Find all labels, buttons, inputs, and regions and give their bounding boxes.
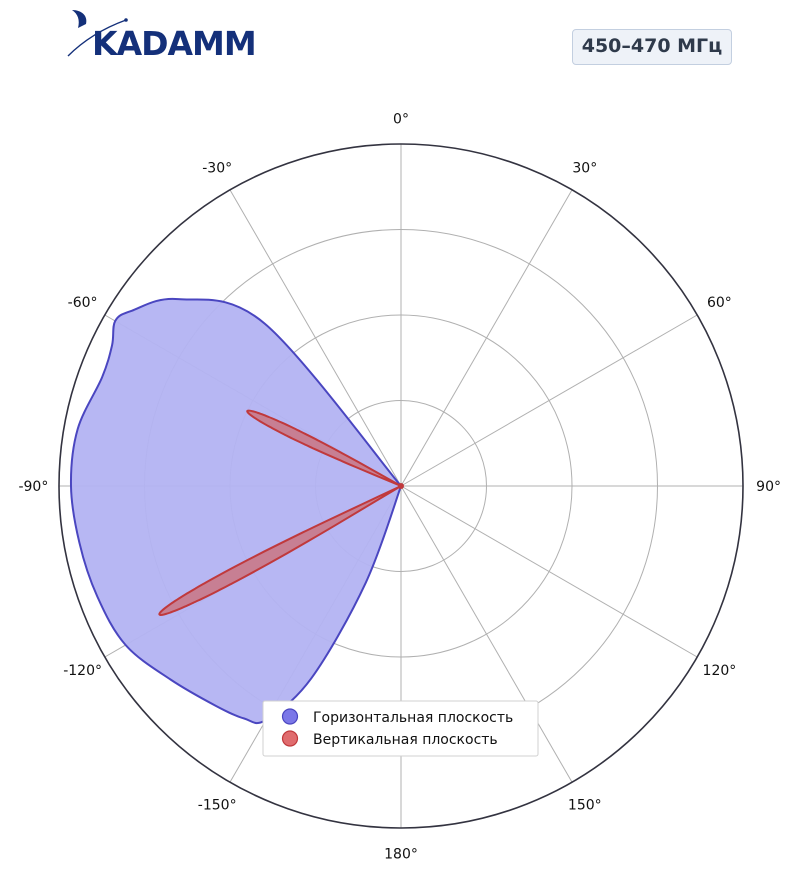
vertical-pattern-lobe-1 bbox=[158, 485, 402, 616]
theta-tick-label: -90° bbox=[18, 479, 48, 495]
grid-spoke-1 bbox=[400, 189, 573, 487]
logo-emblem-icon bbox=[67, 10, 128, 57]
theta-tick-label: 0° bbox=[393, 111, 409, 127]
theta-tick-label: 30° bbox=[572, 161, 597, 177]
theta-tick-label: -30° bbox=[202, 161, 232, 177]
theta-tick-label: 150° bbox=[568, 797, 602, 813]
theta-tick-label: 180° bbox=[384, 847, 418, 863]
grid-spoke-11 bbox=[229, 189, 402, 487]
vertical-pattern-lobe-0 bbox=[246, 409, 402, 487]
logo-wordmark: KADAMM bbox=[92, 24, 257, 63]
theta-tick-label: -150° bbox=[198, 797, 237, 813]
frequency-badge: 450–470 МГц bbox=[572, 29, 732, 65]
theta-tick-label: -60° bbox=[68, 295, 98, 311]
theta-tick-label: 90° bbox=[756, 479, 781, 495]
legend-box bbox=[262, 700, 539, 757]
chart-legend: Горизонтальная плоскость Вертикальная пл… bbox=[262, 700, 539, 757]
polar-frame bbox=[58, 143, 744, 829]
legend-marker-horizontal bbox=[281, 708, 299, 725]
grid-spoke-4 bbox=[400, 485, 698, 658]
vertical-pattern-origin bbox=[398, 483, 404, 489]
legend-label-horizontal: Горизонтальная плоскость bbox=[313, 710, 513, 726]
theta-tick-label: 60° bbox=[707, 295, 732, 311]
grid-spoke-5 bbox=[400, 485, 573, 783]
legend-marker-vertical bbox=[281, 730, 299, 747]
theta-tick-label: -120° bbox=[63, 663, 102, 679]
grid-spoke-2 bbox=[400, 314, 698, 487]
theta-tick-label: 120° bbox=[703, 663, 737, 679]
kadamm-logo: KADAMM bbox=[64, 6, 264, 63]
legend-label-vertical: Вертикальная плоскость bbox=[313, 732, 498, 748]
